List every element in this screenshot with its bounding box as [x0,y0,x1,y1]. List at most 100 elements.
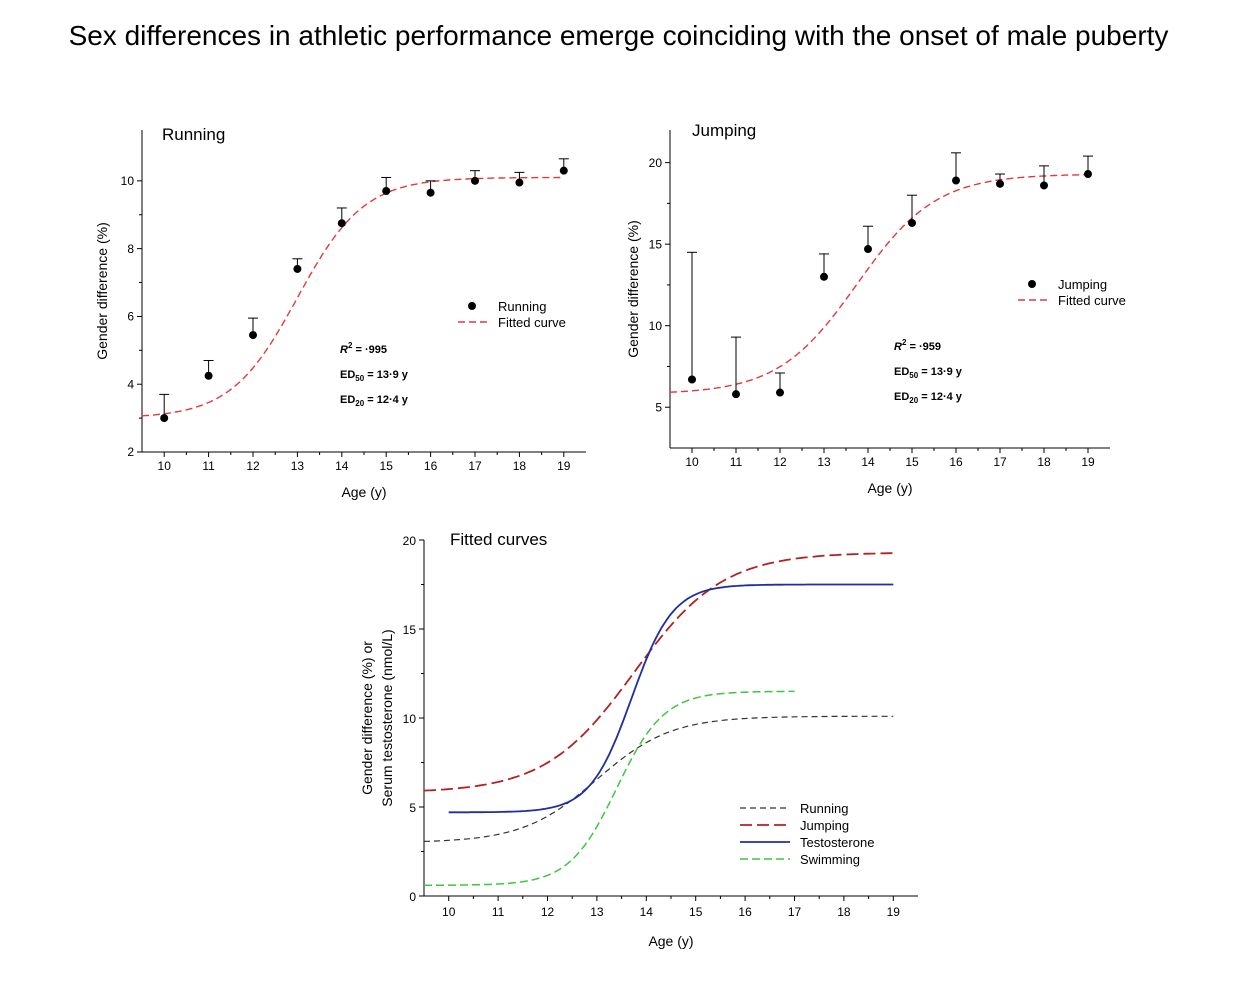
stat-value: = ·995 [352,344,387,356]
x-tick-label: 10 [685,455,699,469]
x-tick-label: 11 [492,905,505,919]
data-point [249,331,257,340]
y-tick-label: 6 [127,310,134,324]
x-tick-label: 15 [380,459,394,473]
stat-subscript: 50 [909,371,918,380]
y-axis-title-line: Serum testosterone (nmol/L) [379,629,395,806]
page-title: Sex differences in athletic performance … [68,20,1169,51]
x-tick-label: 16 [738,905,752,919]
panel-title: Fitted curves [450,530,547,549]
x-tick-label: 19 [887,905,901,919]
stat-annotation: ED50 = 13·9 y [894,366,963,380]
legend-label: Jumping [1058,277,1107,292]
stat-subscript: 50 [355,374,364,383]
x-tick-label: 10 [442,905,456,919]
data-point [820,272,828,281]
y-tick-label: 10 [403,712,417,726]
chart-panel-running: 10 11 12 13 14 15 16 17 18 19 2 4 6 8 10 Running Age (y)… [94,125,586,500]
stat-subscript: 20 [909,396,918,405]
stat-value: = 13·9 y [364,369,409,381]
y-tick-label: 8 [127,242,134,256]
x-tick-label: 14 [335,459,349,473]
stat-annotation: ED50 = 13·9 y [340,369,409,383]
x-tick-label: 17 [993,455,1007,469]
stat-label: ED [894,391,909,403]
y-tick-label: 0 [409,890,416,904]
x-tick-label: 14 [640,905,654,919]
y-tick-label: 20 [649,156,663,170]
data-point [204,371,213,380]
x-axis-title: Age (y) [341,484,386,500]
stat-value: = 12·4 y [918,391,963,403]
stat-value: = 12·4 y [364,394,409,406]
data-point [337,219,346,228]
fitted-curve-line [141,176,564,417]
x-axis-title: Age (y) [648,933,693,949]
legend-marker-points [468,302,476,310]
stat-superscript: 2 [902,338,907,347]
y-tick-label: 10 [649,319,663,333]
y-tick-label: 10 [121,174,135,188]
x-tick-label: 16 [424,459,438,473]
x-tick-label: 17 [788,905,802,919]
stat-annotation: ED20 = 12·4 y [894,391,963,405]
chart-panel-jumping: 10 11 12 13 14 15 16 17 18 19 5 10 15 20 Jumping Age (y… [625,121,1126,496]
legend-label: Jumping [800,818,849,833]
x-tick-label: 17 [468,459,482,473]
y-tick-label: 20 [403,534,417,548]
data-point [382,187,391,196]
y-tick-label: 15 [403,623,417,637]
y-tick-label: 5 [655,400,662,414]
panel-title: Jumping [692,121,756,140]
x-tick-label: 16 [949,455,963,469]
stat-superscript: 2 [348,341,353,350]
data-point [1084,170,1092,179]
stat-subscript: 20 [355,399,364,408]
stat-annotation: R2 = ·959 [894,338,941,353]
x-tick-label: 19 [1081,455,1095,469]
x-tick-label: 18 [513,459,527,473]
legend-label: Running [800,801,848,816]
data-point [776,388,784,397]
legend-label: Swimming [800,852,860,867]
legend-label: Testosterone [800,835,874,850]
panel-title: Running [162,125,225,144]
data-point [1040,181,1048,190]
x-tick-label: 12 [246,459,260,473]
data-point [688,375,696,384]
stat-value: = ·959 [906,341,941,353]
series-line-swimming [424,690,795,887]
series-line-jumping [423,552,894,792]
legend-label: Running [498,299,546,314]
data-point [908,218,916,227]
x-tick-label: 11 [730,455,743,469]
legend-marker-points [1028,280,1036,288]
stat-label: ED [340,369,355,381]
x-tick-label: 12 [541,905,555,919]
data-point [471,176,479,185]
y-axis-title: Gender difference (%) [625,220,641,357]
data-point [160,414,169,423]
data-point [559,166,568,175]
fitted-curve-line [669,174,1088,393]
x-axis-title: Age (y) [867,480,912,496]
x-tick-label: 11 [202,459,215,473]
y-tick-label: 5 [409,801,416,815]
series-line-testosterone [448,583,894,814]
x-tick-label: 13 [291,459,305,473]
x-tick-label: 13 [590,905,604,919]
data-point [426,188,435,197]
y-tick-label: 2 [127,445,134,459]
legend-label: Fitted curve [1058,293,1126,308]
y-tick-label: 15 [649,237,663,251]
stat-value: = 13·9 y [918,366,963,378]
legend-label: Fitted curve [498,315,566,330]
stat-label: R [340,344,348,356]
x-tick-label: 19 [557,459,571,473]
data-point [952,176,960,185]
data-point [732,390,740,399]
x-tick-label: 10 [158,459,172,473]
stat-label: ED [894,366,909,378]
series-line-running [423,715,894,842]
